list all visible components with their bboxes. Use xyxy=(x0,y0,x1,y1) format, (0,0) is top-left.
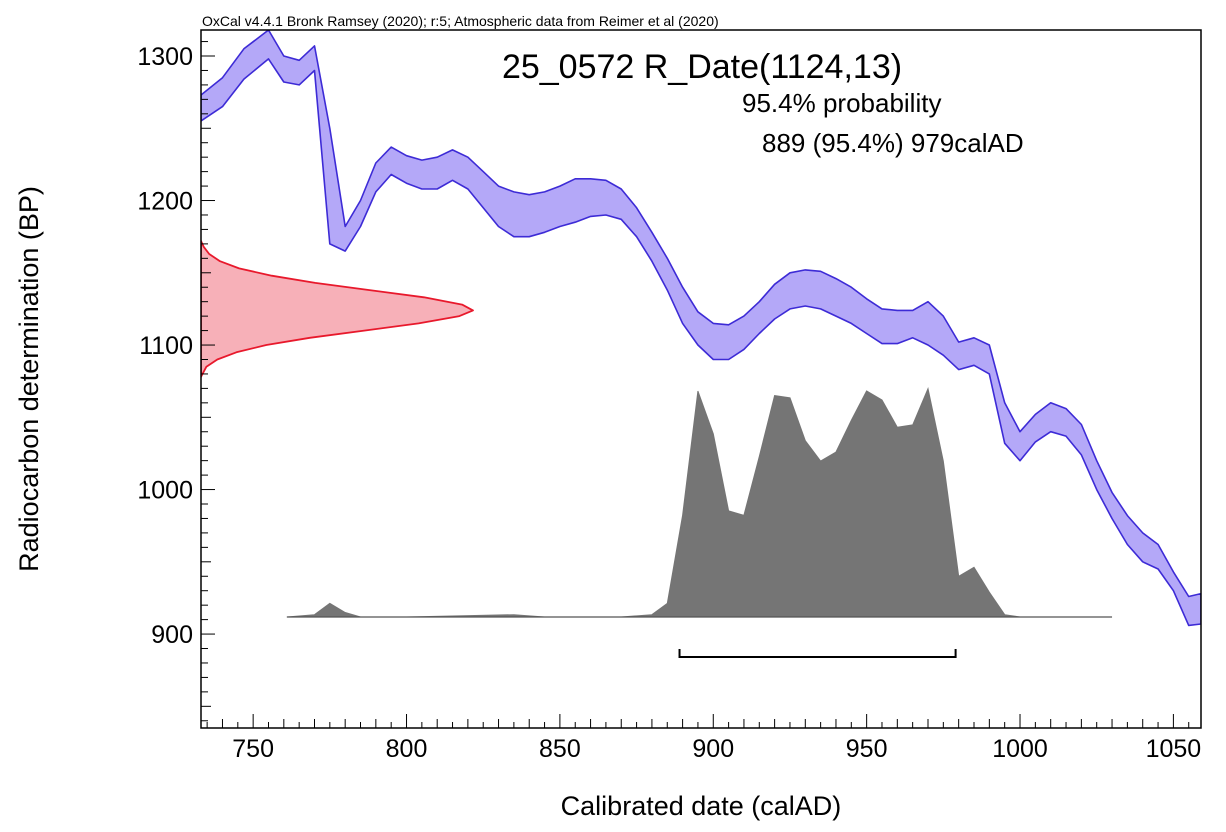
y-tick-label: 900 xyxy=(151,621,193,649)
source-note: OxCal v4.4.1 Bronk Ramsey (2020); r:5; A… xyxy=(202,13,719,29)
y-tick-label: 1000 xyxy=(137,477,193,505)
y-tick-label: 1100 xyxy=(139,332,193,360)
range-bracket-95 xyxy=(678,649,957,658)
probability-label: 95.4% probability xyxy=(742,88,941,118)
y-tick-label: 1200 xyxy=(137,188,193,216)
calibrated-distribution xyxy=(286,387,1112,618)
x-tick-label: 800 xyxy=(386,735,428,763)
measurement-distribution xyxy=(201,240,474,378)
y-axis-title: Radiocarbon determination (BP) xyxy=(14,186,44,572)
plot-frame xyxy=(200,29,1202,729)
x-axis-title: Calibrated date (calAD) xyxy=(561,791,842,821)
x-tick-label: 950 xyxy=(846,735,888,763)
y-tick-label: 1300 xyxy=(137,43,193,71)
x-tick-label: 1000 xyxy=(992,735,1048,763)
x-tick-label: 1050 xyxy=(1146,735,1202,763)
axes: 750 800 850 900 950 1000 1050 900 1000 1100 1200 13… xyxy=(137,41,1202,763)
x-tick-label: 850 xyxy=(539,735,581,763)
plot-area xyxy=(201,30,1201,658)
x-tick-label: 900 xyxy=(692,735,734,763)
x-tick-label: 750 xyxy=(232,735,274,763)
range-label: 889 (95.4%) 979calAD xyxy=(762,128,1024,158)
calibration-curve-band xyxy=(201,30,1201,627)
chart-title: 25_0572 R_Date(1124,13) xyxy=(502,48,902,86)
